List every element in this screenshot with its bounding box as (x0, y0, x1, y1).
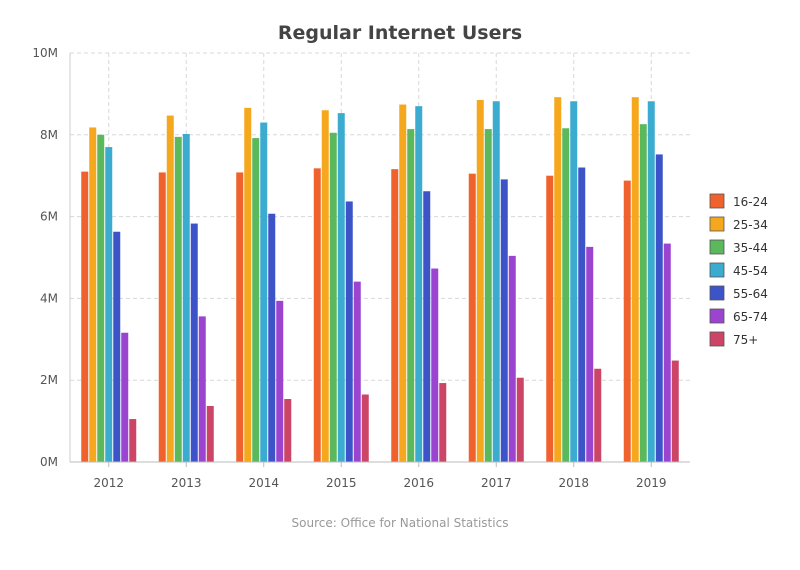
bar-55-64-2016[interactable] (423, 191, 431, 462)
axes: 0M 2M 4M 6M 8M 10M 2012 2013 2014 2015 2016 2017 201… (32, 46, 690, 490)
x-tick-label: 2013 (171, 476, 202, 490)
bar-35-44-2013[interactable] (174, 136, 182, 462)
bar-16-24-2019[interactable] (623, 180, 631, 462)
legend-label: 16-24 (733, 195, 768, 209)
bar-75+-2014[interactable] (284, 399, 292, 462)
bar-16-24-2012[interactable] (81, 171, 89, 463)
bar-45-54-2017[interactable] (492, 101, 500, 463)
legend-swatch (709, 331, 725, 347)
bar-25-34-2018[interactable] (554, 97, 562, 462)
legend-swatch (709, 308, 725, 324)
y-tick-label: 6M (40, 210, 58, 224)
bar-35-44-2018[interactable] (562, 128, 570, 463)
bar-55-64-2019[interactable] (655, 154, 663, 462)
legend-item-75+[interactable]: 75+ (709, 331, 758, 347)
x-tick-label: 2015 (326, 476, 357, 490)
x-tick-label: 2017 (481, 476, 512, 490)
bar-65-74-2015[interactable] (353, 281, 361, 462)
bar-55-64-2017[interactable] (500, 179, 508, 463)
bar-65-74-2014[interactable] (276, 300, 284, 462)
bar-75+-2016[interactable] (439, 383, 447, 462)
bar-35-44-2016[interactable] (407, 129, 415, 462)
bar-16-24-2016[interactable] (391, 169, 399, 462)
bar-55-64-2018[interactable] (578, 167, 586, 462)
legend-item-16-24[interactable]: 16-24 (709, 193, 768, 209)
bar-75+-2015[interactable] (361, 394, 369, 462)
x-tick-label: 2014 (248, 476, 279, 490)
legend-label: 55-64 (733, 287, 768, 301)
legend-swatch (709, 193, 725, 209)
chart-title: Regular Internet Users (278, 22, 522, 44)
bar-75+-2018[interactable] (594, 368, 602, 462)
bar-35-44-2017[interactable] (484, 129, 492, 462)
bar-35-44-2019[interactable] (639, 124, 647, 462)
bar-65-74-2018[interactable] (586, 246, 594, 462)
bar-55-64-2015[interactable] (345, 201, 353, 463)
bar-45-54-2014[interactable] (260, 122, 268, 462)
bar-16-24-2017[interactable] (468, 173, 476, 462)
x-tick-label: 2016 (403, 476, 434, 490)
legend-item-25-34[interactable]: 25-34 (709, 216, 768, 232)
x-tick-label: 2012 (93, 476, 124, 490)
bar-45-54-2012[interactable] (105, 147, 113, 462)
y-tick-label: 2M (40, 373, 58, 387)
bar-75+-2019[interactable] (671, 360, 679, 462)
y-tick-label: 4M (40, 291, 58, 305)
bar-45-54-2015[interactable] (337, 113, 345, 463)
legend-label: 75+ (733, 333, 758, 347)
legend-item-55-64[interactable]: 55-64 (709, 285, 768, 301)
legend-item-35-44[interactable]: 35-44 (709, 239, 768, 255)
y-tick-label: 0M (40, 455, 58, 469)
bar-45-54-2018[interactable] (570, 101, 578, 463)
legend[interactable]: 16-24 25-34 35-44 45-54 55-64 65-74 75+ (709, 193, 768, 347)
bar-55-64-2012[interactable] (113, 231, 121, 462)
y-tick-label: 10M (32, 46, 58, 60)
bar-25-34-2014[interactable] (244, 107, 252, 462)
bar-65-74-2016[interactable] (431, 268, 439, 462)
bar-35-44-2014[interactable] (252, 138, 260, 462)
bar-16-24-2014[interactable] (236, 172, 244, 463)
bar-45-54-2013[interactable] (182, 133, 190, 462)
bar-75+-2012[interactable] (129, 419, 137, 462)
bar-25-34-2013[interactable] (166, 115, 174, 463)
legend-label: 65-74 (733, 310, 768, 324)
legend-label: 35-44 (733, 241, 768, 255)
legend-swatch (709, 239, 725, 255)
legend-swatch (709, 216, 725, 232)
bars (81, 97, 679, 463)
legend-swatch (709, 262, 725, 278)
bar-45-54-2016[interactable] (415, 106, 423, 463)
bar-55-64-2014[interactable] (268, 213, 276, 462)
bar-45-54-2019[interactable] (647, 101, 655, 463)
bar-25-34-2016[interactable] (399, 104, 407, 462)
bar-65-74-2013[interactable] (198, 316, 206, 462)
legend-label: 25-34 (733, 218, 768, 232)
legend-label: 45-54 (733, 264, 768, 278)
bar-35-44-2015[interactable] (329, 132, 337, 462)
x-tick-label: 2019 (636, 476, 667, 490)
bar-75+-2013[interactable] (206, 405, 214, 462)
legend-item-45-54[interactable]: 45-54 (709, 262, 768, 278)
legend-swatch (709, 285, 725, 301)
legend-item-65-74[interactable]: 65-74 (709, 308, 768, 324)
y-tick-label: 8M (40, 128, 58, 142)
bar-16-24-2015[interactable] (313, 168, 321, 462)
bar-75+-2017[interactable] (516, 377, 524, 462)
bar-35-44-2012[interactable] (97, 134, 105, 463)
bar-65-74-2012[interactable] (121, 332, 129, 462)
source-note: Source: Office for National Statistics (292, 516, 509, 530)
bar-16-24-2013[interactable] (158, 172, 166, 463)
bar-25-34-2019[interactable] (631, 97, 639, 462)
bar-25-34-2017[interactable] (476, 100, 484, 462)
x-tick-label: 2018 (558, 476, 589, 490)
bar-65-74-2017[interactable] (508, 255, 516, 462)
bar-25-34-2012[interactable] (89, 127, 97, 463)
bar-25-34-2015[interactable] (321, 110, 329, 462)
bar-55-64-2013[interactable] (190, 223, 198, 462)
bar-65-74-2019[interactable] (663, 243, 671, 462)
bar-16-24-2018[interactable] (546, 175, 554, 462)
